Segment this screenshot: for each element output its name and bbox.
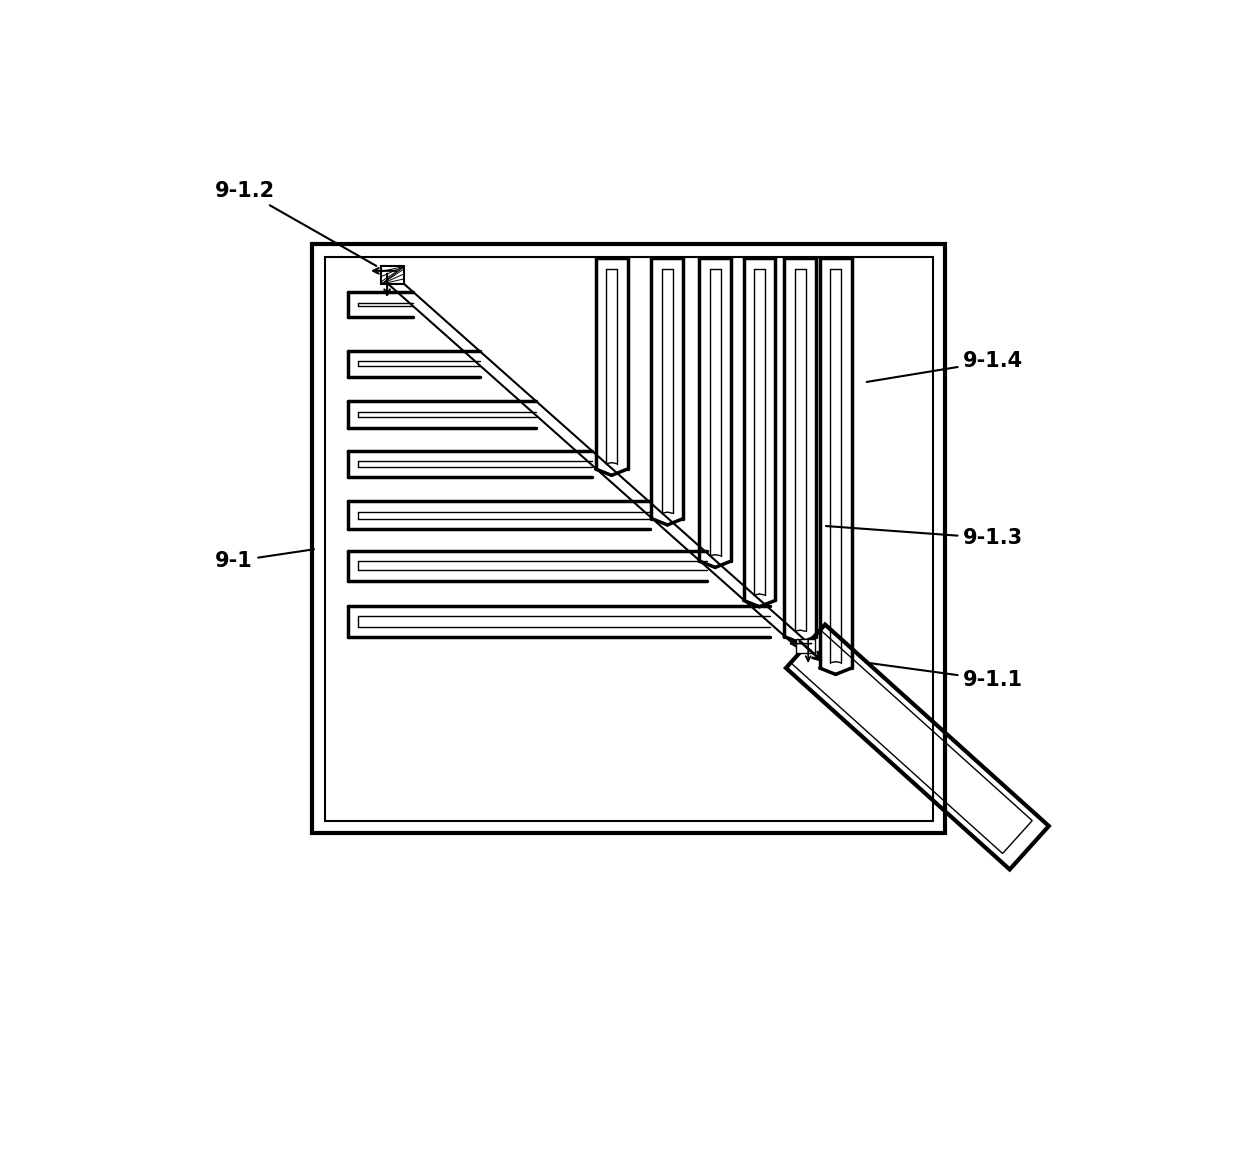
Polygon shape <box>796 639 815 653</box>
Text: 9-1: 9-1 <box>215 550 314 572</box>
Text: 9-1.4: 9-1.4 <box>867 351 1023 382</box>
Text: 9-1.1: 9-1.1 <box>866 662 1023 690</box>
Text: 9-1.2: 9-1.2 <box>215 182 376 266</box>
Polygon shape <box>382 267 404 284</box>
Text: 9-1.3: 9-1.3 <box>826 526 1023 549</box>
